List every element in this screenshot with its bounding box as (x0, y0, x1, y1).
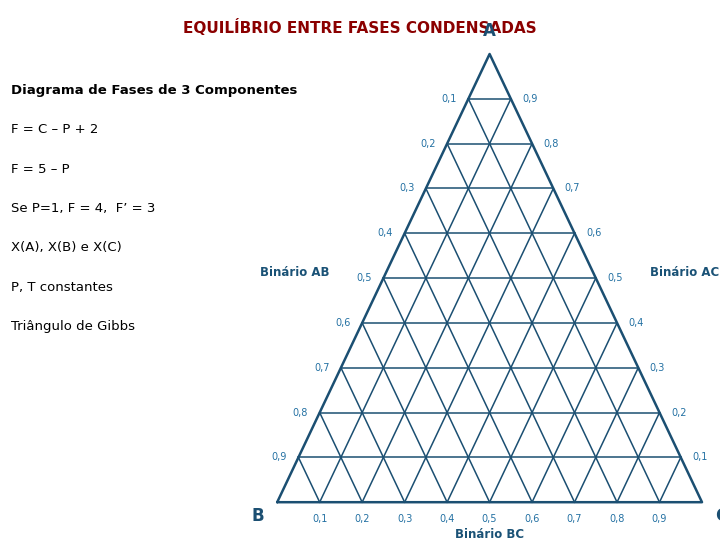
Text: Diagrama de Fases de 3 Componentes: Diagrama de Fases de 3 Componentes (11, 84, 297, 97)
Text: 0,8: 0,8 (293, 408, 308, 417)
Text: 0,7: 0,7 (314, 363, 329, 373)
Text: 0,2: 0,2 (354, 514, 370, 524)
Text: 0,3: 0,3 (650, 363, 665, 373)
Text: A: A (483, 23, 496, 40)
Text: 0,8: 0,8 (544, 139, 559, 148)
Text: 0,9: 0,9 (652, 514, 667, 524)
Text: 0,3: 0,3 (399, 184, 414, 193)
Text: 0,3: 0,3 (397, 514, 413, 524)
Text: 0,5: 0,5 (356, 273, 372, 283)
Text: 0,1: 0,1 (693, 453, 708, 462)
Text: Binário AB: Binário AB (260, 266, 329, 279)
Text: 0,2: 0,2 (671, 408, 687, 417)
Text: Se P=1, F = 4,  F’ = 3: Se P=1, F = 4, F’ = 3 (11, 202, 156, 215)
Text: 0,6: 0,6 (336, 318, 351, 328)
Text: 0,4: 0,4 (378, 228, 393, 238)
Text: Triângulo de Gibbs: Triângulo de Gibbs (11, 320, 135, 333)
Text: F = 5 – P: F = 5 – P (11, 163, 69, 176)
Text: F = C – P + 2: F = C – P + 2 (11, 123, 98, 136)
Text: 0,7: 0,7 (565, 184, 580, 193)
Text: 0,6: 0,6 (524, 514, 540, 524)
Text: 0,1: 0,1 (312, 514, 328, 524)
Text: 0,7: 0,7 (567, 514, 582, 524)
Text: 0,2: 0,2 (420, 139, 436, 148)
Text: P, T constantes: P, T constantes (11, 281, 112, 294)
Text: 0,6: 0,6 (586, 228, 601, 238)
Text: 0,5: 0,5 (482, 514, 498, 524)
Text: 0,1: 0,1 (441, 94, 456, 104)
Text: C: C (715, 507, 720, 524)
Text: 0,5: 0,5 (607, 273, 623, 283)
Text: B: B (251, 507, 264, 524)
Text: 0,8: 0,8 (609, 514, 625, 524)
Text: Binário AC: Binário AC (649, 266, 719, 279)
Text: X(A), X(B) e X(C): X(A), X(B) e X(C) (11, 241, 122, 254)
Text: 0,4: 0,4 (439, 514, 455, 524)
Text: EQUILÍBRIO ENTRE FASES CONDENSADAS: EQUILÍBRIO ENTRE FASES CONDENSADAS (183, 19, 537, 36)
Text: 0,4: 0,4 (629, 318, 644, 328)
Text: 0,9: 0,9 (523, 94, 538, 104)
Text: Binário BC: Binário BC (455, 528, 524, 540)
Text: 0,9: 0,9 (271, 453, 287, 462)
